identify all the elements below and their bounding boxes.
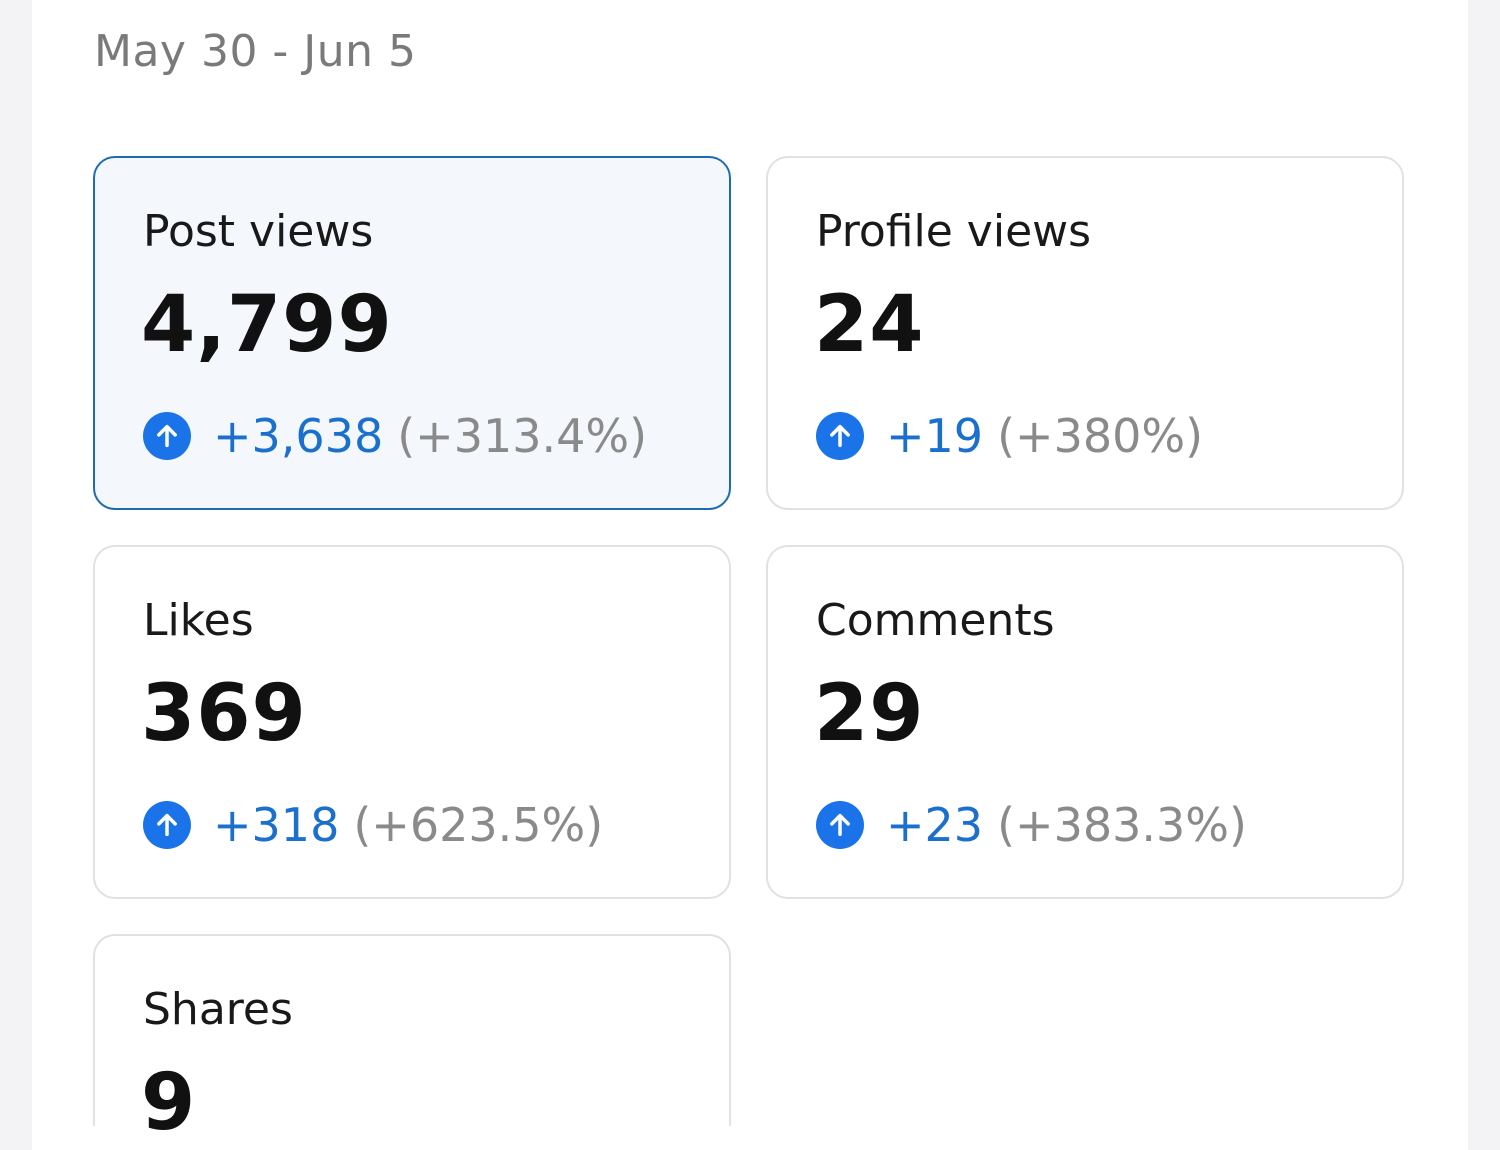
arrow-up-circle-icon: [816, 801, 864, 849]
metric-delta: +19: [886, 409, 984, 463]
metric-label: Likes: [143, 595, 254, 646]
metric-delta: +23: [886, 798, 984, 852]
metric-change: +19 (+380%): [816, 412, 1203, 460]
metric-card-comments[interactable]: Comments 29 +23 (+383.3%): [766, 545, 1404, 899]
arrow-up-circle-icon: [143, 801, 191, 849]
metric-value: 24: [814, 280, 925, 370]
metric-change: +3,638 (+313.4%): [143, 412, 647, 460]
arrow-up-circle-icon: [816, 412, 864, 460]
date-range: May 30 - Jun 5: [94, 26, 417, 77]
metric-change: +23 (+383.3%): [816, 801, 1247, 849]
metric-change: +318 (+623.5%): [143, 801, 603, 849]
metric-label: Post views: [143, 206, 374, 257]
metric-percent: (+383.3%): [997, 798, 1247, 852]
metric-value: 9: [141, 1058, 197, 1148]
metric-delta: +318: [213, 798, 340, 852]
metric-label: Comments: [816, 595, 1055, 646]
metric-card-likes[interactable]: Likes 369 +318 (+623.5%): [93, 545, 731, 899]
metric-card-post-views[interactable]: Post views 4,799 +3,638 (+313.4%): [93, 156, 731, 510]
metric-value: 369: [141, 669, 307, 759]
metric-value: 4,799: [141, 280, 393, 370]
metric-label: Profile views: [816, 206, 1092, 257]
metric-delta: +3,638: [213, 409, 384, 463]
metric-label: Shares: [143, 984, 293, 1035]
metric-percent: (+380%): [997, 409, 1204, 463]
metric-percent: (+313.4%): [397, 409, 648, 463]
arrow-up-circle-icon: [143, 412, 191, 460]
metric-card-shares[interactable]: Shares 9: [93, 934, 731, 1142]
metric-value: 29: [814, 669, 925, 759]
metric-card-profile-views[interactable]: Profile views 24 +19 (+380%): [766, 156, 1404, 510]
metric-percent: (+623.5%): [353, 798, 604, 852]
